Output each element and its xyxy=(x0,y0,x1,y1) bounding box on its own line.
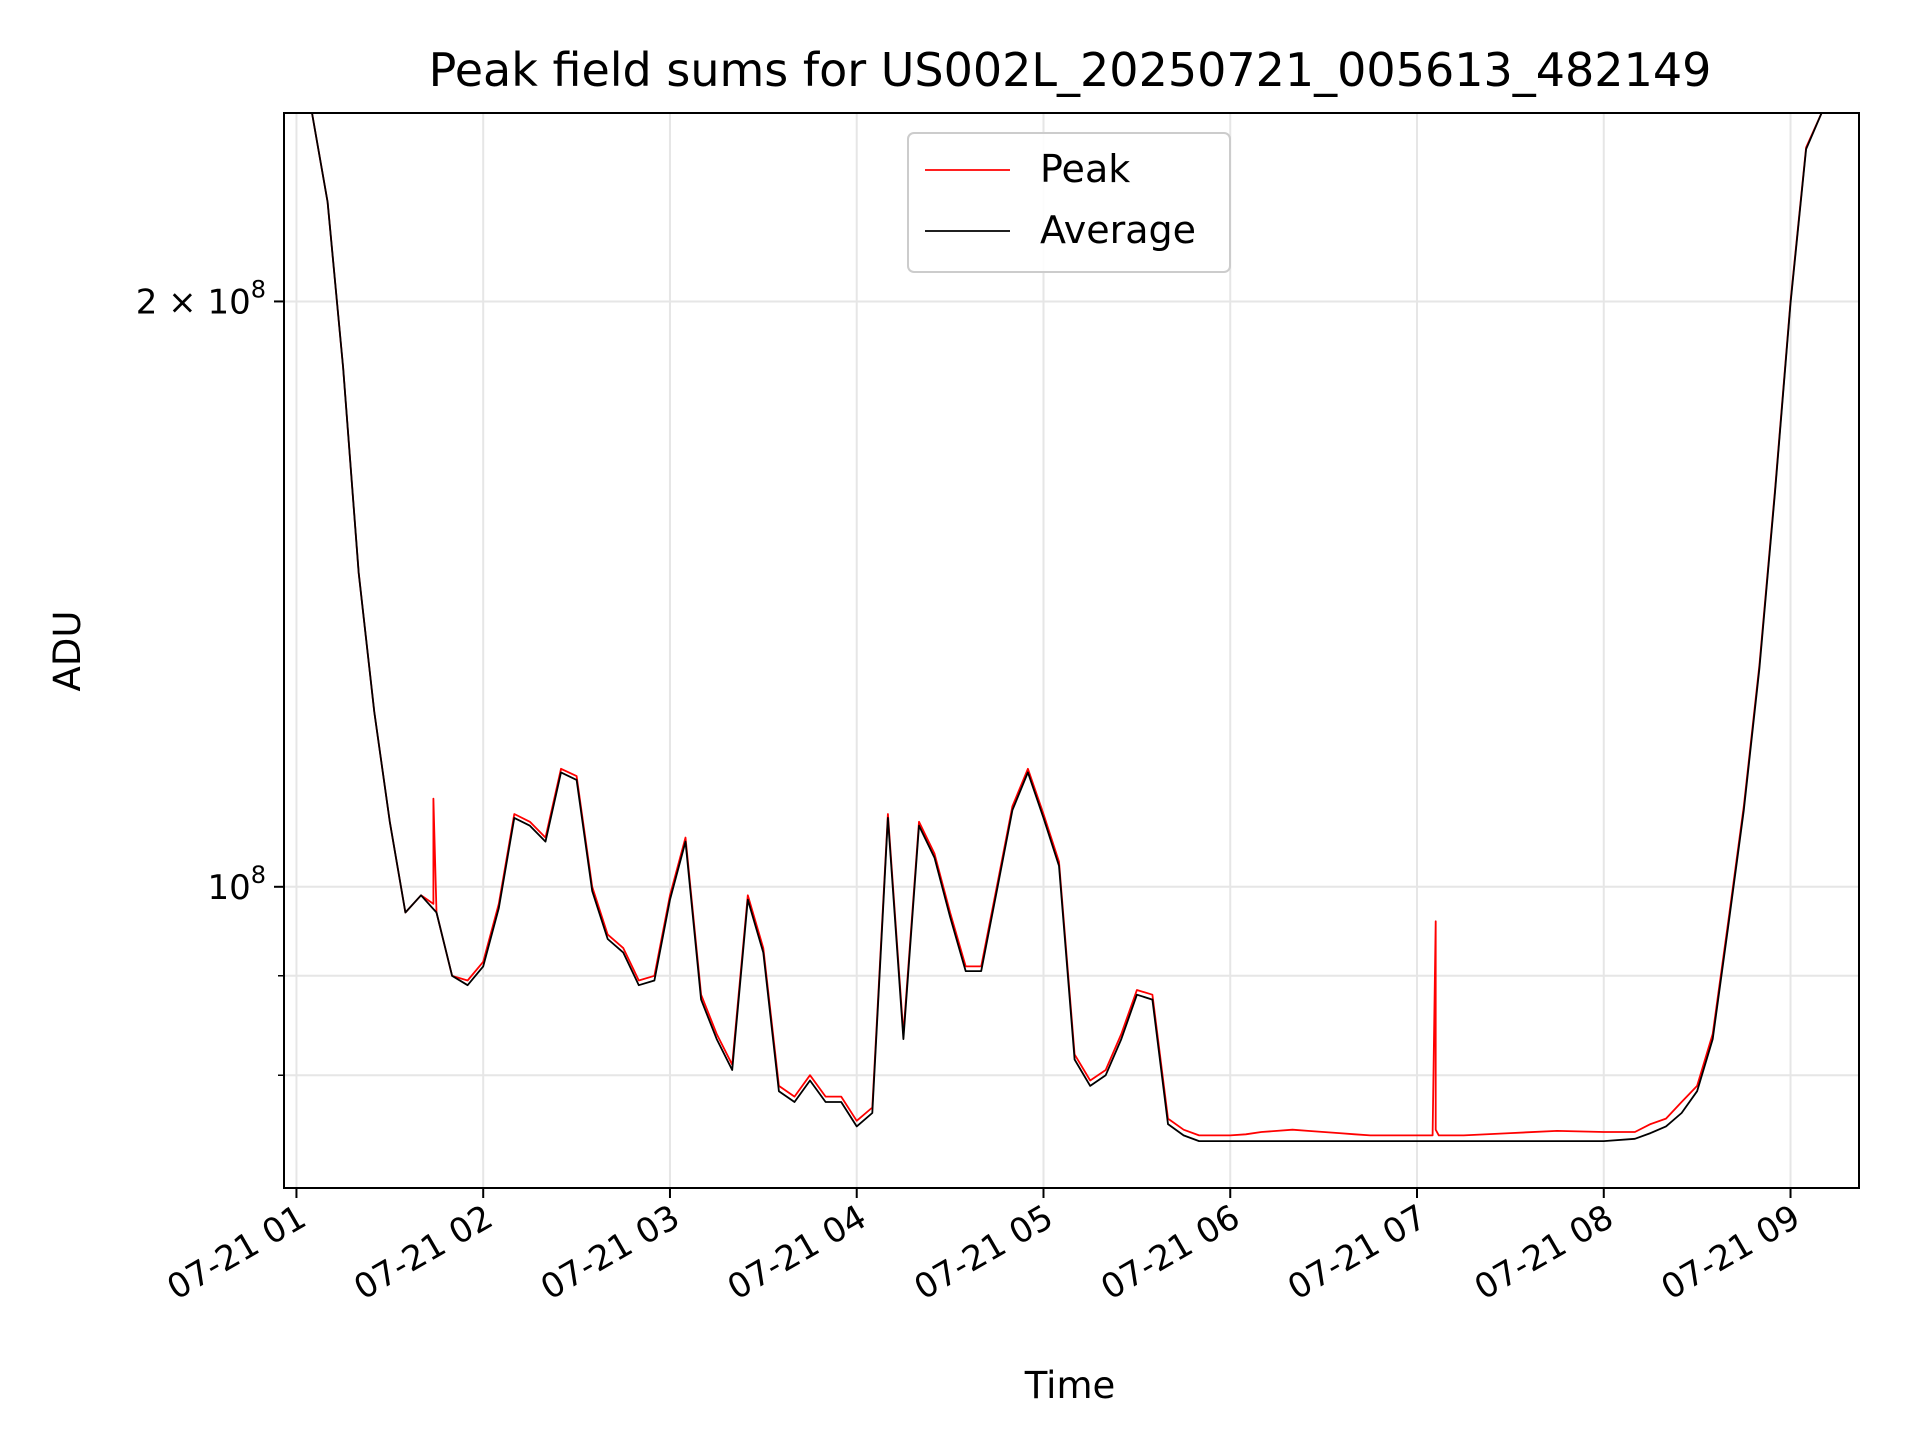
plot-frame xyxy=(283,112,1860,1189)
y-tick-base: 10 xyxy=(207,868,250,908)
y-tick-label: 108 xyxy=(207,861,266,908)
plot-area xyxy=(284,113,1823,1142)
chart-title: Peak field sums for US002L_20250721_0056… xyxy=(429,43,1712,97)
legend: Peak Average xyxy=(907,132,1231,273)
y-tick-base: 10 xyxy=(207,282,250,322)
x-axis-label: Time xyxy=(1024,1364,1116,1407)
series-line-average xyxy=(284,113,1823,1142)
y-tick-exponent: 8 xyxy=(251,275,266,303)
legend-label-peak: Peak xyxy=(1040,147,1130,191)
y-tick-exponent: 8 xyxy=(251,861,266,889)
legend-box xyxy=(907,132,1231,273)
y-tick-label: 2 × 108 xyxy=(136,275,266,322)
y-axis-label: ADU xyxy=(46,611,89,692)
legend-label-average: Average xyxy=(1040,208,1196,252)
grid xyxy=(284,113,1859,1188)
y-tick-multiplier: 2 × xyxy=(136,282,208,322)
